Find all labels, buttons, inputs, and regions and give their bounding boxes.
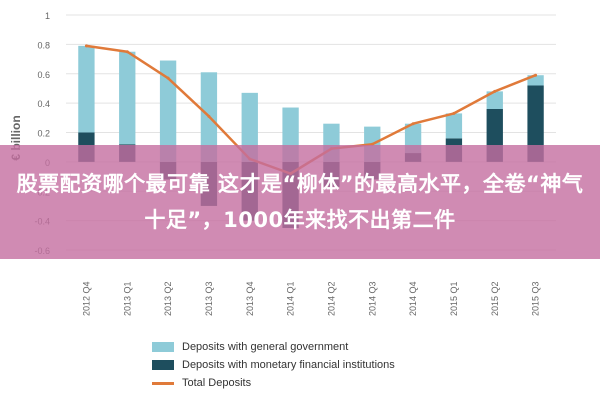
bar-mfi <box>527 85 544 162</box>
bar-general-government <box>445 113 463 139</box>
total-deposits-point <box>493 89 497 93</box>
y-tick-label: 1 <box>45 11 50 21</box>
legend-label: Deposits with general government <box>182 341 349 353</box>
caption-overlay: 股票配资哪个最可靠 这才是“柳体”的最高水平，全卷“神气十足”，1000年来找不… <box>0 145 600 259</box>
legend-label: Deposits with monetary financial institu… <box>182 359 395 371</box>
bar-general-government <box>241 92 258 162</box>
x-tick-label: 2012 Q4 <box>81 281 91 316</box>
total-deposits-point <box>166 76 170 80</box>
y-tick-label: 0.2 <box>37 129 50 139</box>
bar-general-government <box>159 60 177 162</box>
legend-swatch-total <box>152 381 174 385</box>
legend-item-total: Total Deposits <box>152 374 395 392</box>
bar-general-government <box>527 75 544 86</box>
x-tick-label: 2015 Q1 <box>449 281 459 316</box>
chart-legend: Deposits with general government Deposit… <box>152 338 395 392</box>
total-deposits-point <box>84 44 88 48</box>
total-deposits-point <box>452 111 456 115</box>
legend-item-general-government: Deposits with general government <box>152 338 395 356</box>
y-tick-label: 0.4 <box>37 99 50 109</box>
y-tick-label: 0.8 <box>37 40 50 50</box>
x-tick-label: 2013 Q3 <box>204 281 214 316</box>
x-tick-label: 2015 Q2 <box>490 281 500 316</box>
x-tick-label: 2013 Q1 <box>122 281 132 316</box>
legend-swatch-mfi <box>152 360 174 370</box>
x-axis-ticks: 2012 Q4 2013 Q1 2013 Q2 2013 Q3 2013 Q4 2014 … <box>81 281 540 316</box>
x-tick-label: 2014 Q4 <box>408 281 418 316</box>
legend-item-mfi: Deposits with monetary financial institu… <box>152 356 395 374</box>
total-deposits-point <box>534 73 538 77</box>
y-tick-label: 0.6 <box>37 70 50 80</box>
x-tick-label: 2014 Q2 <box>326 281 336 316</box>
x-tick-label: 2013 Q4 <box>245 281 255 316</box>
x-tick-label: 2014 Q3 <box>367 281 377 316</box>
legend-swatch-general-government <box>152 342 174 352</box>
caption-text: 股票配资哪个最可靠 这才是“柳体”的最高水平，全卷“神气十足”，1000年来找不… <box>16 172 584 232</box>
legend-label: Total Deposits <box>182 377 252 389</box>
bar-general-government <box>119 51 136 145</box>
total-deposits-point <box>207 114 211 118</box>
x-tick-label: 2015 Q3 <box>531 281 541 316</box>
total-deposits-point <box>411 122 415 126</box>
bar-general-government <box>486 91 503 109</box>
total-deposits-point <box>125 50 129 54</box>
bar-general-government <box>78 45 95 133</box>
x-tick-label: 2013 Q2 <box>163 281 173 316</box>
x-tick-label: 2014 Q1 <box>286 281 296 316</box>
